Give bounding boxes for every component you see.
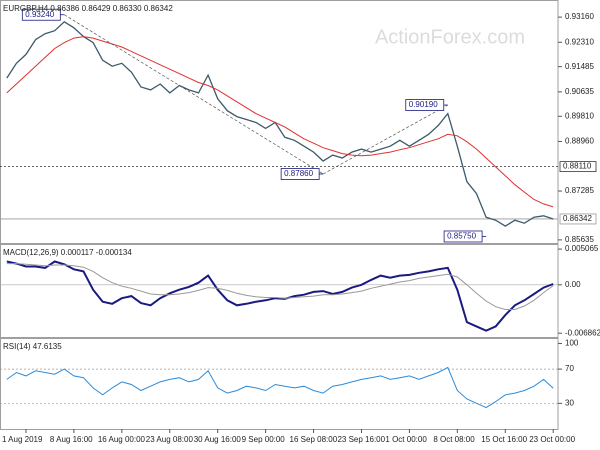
x-tick-label: 1 Aug 2019 (2, 435, 43, 444)
annotation-box (21, 8, 61, 21)
x-tick-label: 8 Oct 08:00 (433, 435, 475, 444)
x-tick-label: 16 Aug 00:00 (98, 435, 146, 444)
series-line (6, 366, 554, 409)
x-tick-label: 30 Aug 16:00 (194, 435, 242, 444)
y-tick-label: 0.88960 (565, 137, 594, 146)
series-line (6, 263, 554, 310)
panel-title: RSI(14) 47.6135 (3, 342, 62, 351)
level-box (559, 161, 597, 173)
panel-frame (0, 0, 559, 244)
level-label: 0.88110 (563, 162, 592, 171)
level-label: 0.86342 (563, 214, 592, 223)
x-tick-label: 23 Oct 00:00 (529, 435, 575, 444)
x-tick-label: 1 Oct 00:00 (385, 435, 427, 444)
y-tick-label: 0.00 (565, 280, 581, 289)
annotation-label: 0.93240 (25, 10, 54, 19)
annotation-box (443, 230, 483, 243)
annotation-box (405, 99, 445, 111)
series-line (6, 20, 554, 227)
annotation-label: 0.85750 (447, 232, 476, 241)
annotation-label: 0.87860 (284, 169, 313, 178)
panel-title: EURGBP,H4 0.86386 0.86429 0.86330 0.8634… (3, 4, 173, 13)
y-tick-label: 0.87285 (565, 186, 594, 195)
level-box (559, 213, 597, 225)
x-tick-label: 23 Sep 16:00 (337, 435, 385, 444)
x-tick-label: 8 Aug 16:00 (50, 435, 93, 444)
y-tick-label: -0.006862 (565, 328, 600, 337)
trend-line (322, 104, 448, 175)
trend-line (64, 14, 324, 175)
x-tick-label: 15 Oct 16:00 (481, 435, 527, 444)
y-tick-label: 0.93160 (565, 12, 594, 21)
annotation-box (280, 168, 320, 180)
series-line (6, 260, 554, 332)
y-tick-label: 0.91485 (565, 62, 594, 71)
y-tick-label: 30 (565, 398, 574, 407)
watermark: ActionForex.com (375, 26, 525, 48)
panel-frame (0, 338, 559, 430)
y-tick-label: 70 (565, 364, 574, 373)
x-tick-label: 23 Aug 08:00 (146, 435, 194, 444)
x-tick-label: 9 Sep 00:00 (242, 435, 286, 444)
y-tick-label: 100 (565, 339, 579, 348)
y-tick-label: 0.92310 (565, 37, 594, 46)
y-tick-label: 0.89810 (565, 111, 594, 120)
panel-title: MACD(12,26,9) 0.000117 -0.000134 (3, 248, 132, 257)
y-tick-label: 0.005065 (565, 244, 599, 253)
panel-frame (0, 244, 559, 338)
y-tick-label: 0.90635 (565, 87, 594, 96)
y-tick-label: 0.85635 (565, 235, 594, 244)
x-tick-label: 16 Sep 08:00 (290, 435, 338, 444)
series-line (6, 36, 554, 208)
annotation-label: 0.90190 (409, 100, 438, 109)
